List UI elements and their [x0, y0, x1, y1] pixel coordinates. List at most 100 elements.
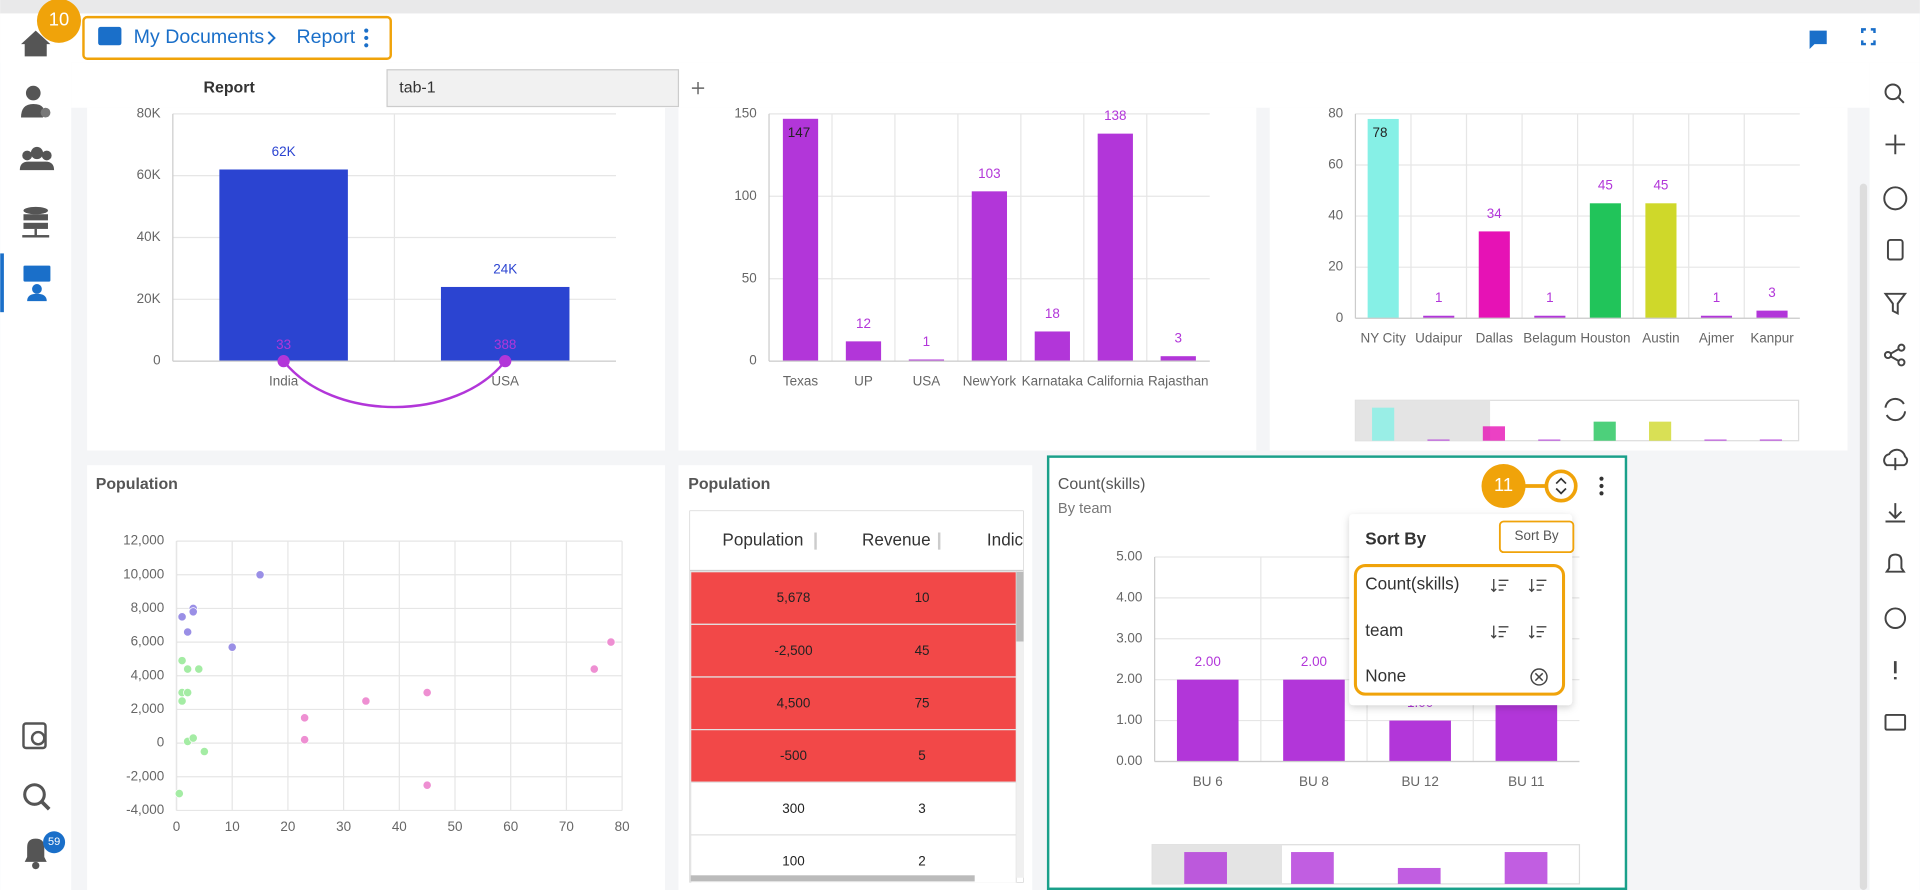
y-tick-label: 8,000 — [131, 600, 165, 615]
comment-icon[interactable] — [1809, 30, 1827, 49]
y-tick-label: 60 — [1328, 157, 1343, 172]
more-icon[interactable] — [1599, 483, 1604, 489]
active-tab[interactable]: Report — [204, 79, 256, 96]
notification-count: 59 — [48, 836, 60, 848]
download-tool[interactable] — [1885, 503, 1906, 523]
more-icon[interactable] — [1599, 476, 1604, 481]
y-tick-label: 40 — [1328, 208, 1343, 223]
device-tool[interactable] — [1886, 238, 1904, 261]
groups-icon[interactable] — [19, 146, 55, 171]
bar — [1700, 315, 1733, 319]
widget-title: Population — [96, 476, 178, 493]
dashboard-icon[interactable] — [23, 265, 51, 302]
filter-tool[interactable] — [1883, 292, 1908, 315]
breadcrumb-item[interactable]: My Documents — [134, 26, 265, 48]
navigator-bar — [1291, 852, 1334, 884]
add-tab[interactable] — [691, 82, 705, 95]
sort-option[interactable]: Count(skills) — [1365, 574, 1459, 594]
upload-tool[interactable] — [1883, 448, 1909, 471]
highlight-box — [1353, 564, 1566, 696]
y-tick-label: 2.00 — [1116, 671, 1142, 686]
highlight-box — [82, 15, 392, 60]
notes-tool[interactable] — [1884, 713, 1907, 731]
table-cell: 4,500 — [777, 695, 811, 710]
navigator-bar — [1649, 421, 1672, 441]
sort-button[interactable] — [1544, 469, 1578, 503]
bar — [845, 341, 882, 362]
x-tick-label: 60 — [503, 819, 518, 834]
sort-option[interactable]: team — [1365, 620, 1403, 640]
x-tick-label: Karnataka — [1022, 374, 1084, 389]
notification-badge — [43, 831, 66, 854]
value-label: 1 — [1546, 290, 1553, 305]
page-scrollbar — [1859, 183, 1868, 890]
sort-descending[interactable] — [1490, 625, 1509, 639]
sort-icon — [1555, 477, 1567, 495]
x-tick-label: USA — [913, 374, 941, 389]
sort-option[interactable]: None — [1365, 666, 1406, 686]
y-tick-label: 1.00 — [1116, 712, 1142, 727]
folder-icon — [98, 26, 122, 46]
y-tick-label: 40K — [137, 229, 161, 244]
column-header[interactable]: Revenue — [862, 530, 931, 550]
x-tick-label: Rajasthan — [1148, 374, 1209, 389]
widget-panel — [87, 107, 665, 451]
more-icon[interactable] — [364, 28, 369, 48]
bell-icon[interactable] — [24, 838, 47, 870]
value-label: 3 — [1768, 285, 1775, 300]
theme-tool[interactable] — [1884, 607, 1907, 629]
scatter-point — [183, 688, 193, 698]
more-icon[interactable] — [1599, 491, 1604, 496]
database-icon[interactable] — [22, 206, 50, 238]
x-tick-label: 0 — [173, 819, 180, 834]
add-tool[interactable] — [1885, 134, 1906, 155]
scatter-point — [188, 607, 198, 617]
column-header[interactable]: Population — [722, 530, 803, 550]
y-tick-label: 60K — [137, 167, 161, 182]
y-tick-label: -2,000 — [126, 768, 164, 783]
search-icon[interactable] — [23, 783, 51, 811]
share-tool[interactable] — [1883, 343, 1906, 367]
report-search-icon[interactable] — [22, 722, 47, 750]
refresh-tool[interactable] — [1884, 397, 1907, 422]
sort-ascending[interactable] — [1528, 625, 1547, 639]
table-row — [690, 571, 1017, 625]
navigator-bar — [1397, 867, 1441, 884]
tab-label[interactable]: tab-1 — [399, 79, 435, 96]
y-tick-label: 20K — [137, 291, 161, 306]
x-tick-label: Dallas — [1476, 331, 1514, 346]
x-tick-label: USA — [491, 374, 519, 389]
step-badge-label: 11 — [1494, 474, 1513, 495]
ai-tool[interactable] — [1883, 186, 1908, 211]
y-tick-label: 10,000 — [123, 566, 164, 581]
table-cell: 75 — [915, 695, 930, 710]
bar — [219, 169, 348, 362]
bar — [1389, 720, 1451, 762]
scatter-point — [177, 656, 187, 666]
line-label: 33 — [276, 337, 291, 352]
navigator-bar — [1538, 439, 1561, 441]
bar — [1645, 203, 1677, 319]
clear-sort-x — [1534, 672, 1544, 682]
table-cell: 5,678 — [777, 590, 811, 605]
column-header[interactable]: Indic — [987, 530, 1024, 550]
user-settings-icon[interactable] — [21, 85, 51, 118]
tab[interactable] — [386, 69, 680, 108]
sort-descending[interactable] — [1490, 579, 1509, 593]
search-tool[interactable] — [1884, 83, 1905, 104]
clear-sort[interactable] — [1530, 668, 1548, 686]
breadcrumb-separator — [267, 31, 276, 45]
alert-tool[interactable] — [1884, 553, 1906, 573]
x-tick-label: 50 — [448, 819, 463, 834]
breadcrumb-item[interactable]: Report — [296, 26, 355, 48]
fullscreen-icon[interactable] — [1861, 28, 1876, 46]
x-tick-label: 30 — [336, 819, 351, 834]
table-cell: 5 — [918, 748, 925, 763]
scatter-point — [255, 570, 265, 580]
value-label: 45 — [1653, 178, 1668, 193]
y-tick-label: 4,000 — [131, 667, 165, 682]
widget-subtitle: By team — [1058, 501, 1112, 517]
sort-ascending[interactable] — [1528, 579, 1547, 593]
table-row — [690, 834, 1017, 883]
home-icon[interactable] — [21, 30, 51, 57]
